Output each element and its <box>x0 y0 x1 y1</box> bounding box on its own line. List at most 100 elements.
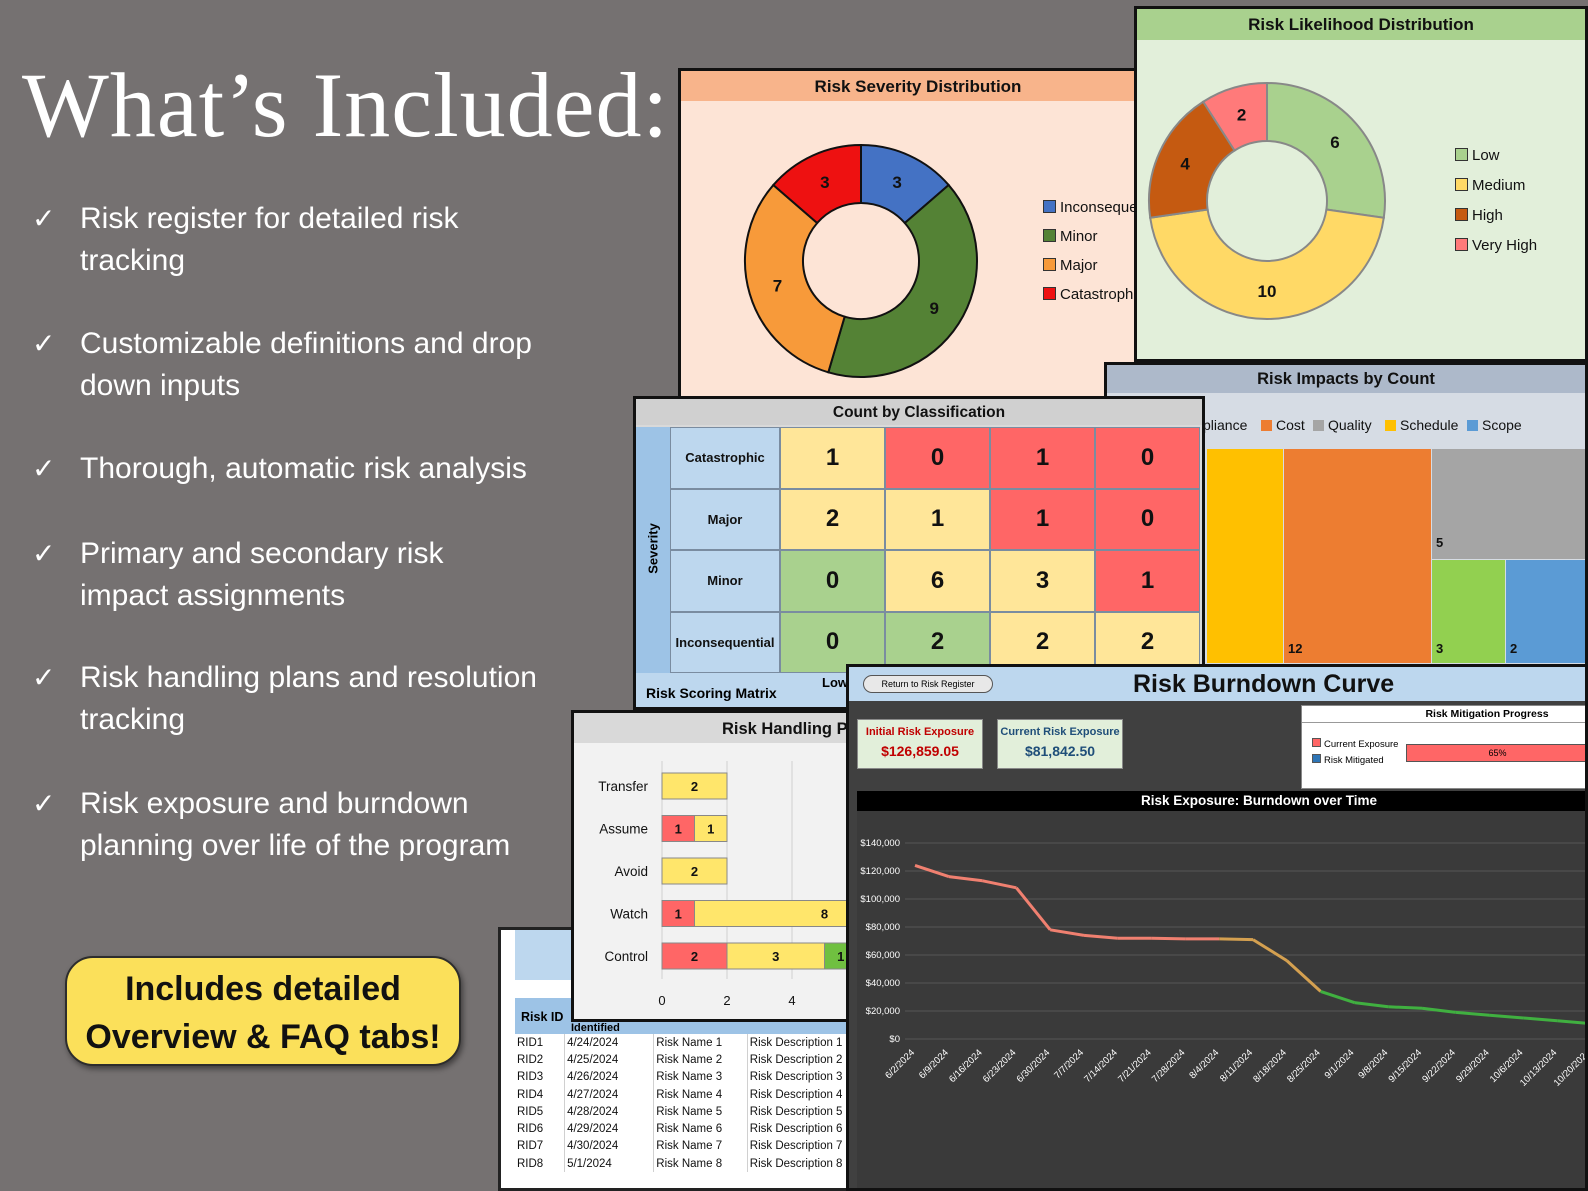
burndown-line-segment <box>1320 989 1355 1005</box>
matrix-cell: 0 <box>780 611 885 673</box>
legend-label: High <box>1472 207 1503 224</box>
burndown-line-segment <box>1252 938 1288 962</box>
legend-label: Schedule <box>1400 417 1459 433</box>
table-cell: Risk Description 1 <box>747 1034 862 1052</box>
overview-faq-callout: Includes detailed Overview & FAQ tabs! <box>65 956 461 1066</box>
handling-chart-title: Risk Handling Pl <box>574 713 858 743</box>
y-tick-label: $20,000 <box>866 1006 900 1017</box>
likelihood-slice <box>1201 81 1268 152</box>
severity-chart-title: Risk Severity Distribution <box>681 71 1155 101</box>
category-label: Avoid <box>614 864 648 879</box>
impacts-treemap: 12 5 3 2 <box>1207 449 1585 663</box>
legend-label: Inconseque <box>1060 199 1138 216</box>
table-cell: Risk Name 1 <box>653 1034 748 1052</box>
matrix-cell: 0 <box>885 427 990 489</box>
feature-text: Primary and secondary risk impact assignm… <box>80 533 600 617</box>
y-tick-label: $140,000 <box>860 838 900 849</box>
table-cell: Risk Name 4 <box>653 1085 748 1104</box>
severity-legend-item: Catastroph <box>1043 286 1133 303</box>
initial-exposure-value: $126,859.05 <box>881 743 959 759</box>
return-to-register-button[interactable]: Return to Risk Register <box>863 675 993 693</box>
matrix-cell: 1 <box>1095 550 1200 612</box>
legend-current-exposure: Current Exposure <box>1312 738 1398 750</box>
matrix-cell: 2 <box>990 611 1095 673</box>
handling-bar <box>726 942 825 970</box>
burndown-line-segment <box>948 875 983 883</box>
current-exposure-value: $81,842.50 <box>1024 743 1096 759</box>
table-cell: 4/24/2024 <box>564 1034 655 1052</box>
matrix-cell: 1 <box>780 427 885 489</box>
matrix-row-label: Major <box>670 488 780 550</box>
impacts-legend-item: Scope <box>1467 417 1522 433</box>
current-exposure-label: Current Risk Exposure <box>1000 726 1120 738</box>
category-label: Control <box>604 949 648 964</box>
legend-swatch <box>1385 420 1396 431</box>
likelihood-legend-item: High <box>1455 207 1503 224</box>
impact-value-label: 2 <box>1510 641 1517 656</box>
table-cell: Risk Description 7 <box>747 1137 862 1156</box>
impact-value-label: 12 <box>1288 641 1302 656</box>
y-tick-label: $80,000 <box>866 922 900 933</box>
likelihood-legend-item: Very High <box>1455 237 1537 254</box>
legend-swatch <box>1455 208 1468 221</box>
table-cell: RID2 <box>515 1051 566 1069</box>
table-cell: 4/29/2024 <box>564 1120 655 1138</box>
check-icon: ✓ <box>32 787 56 820</box>
likelihood-legend-item: Low <box>1455 147 1500 164</box>
register-head-id: Risk ID <box>521 1010 564 1024</box>
handling-bar <box>694 900 858 927</box>
burndown-line-segment <box>1049 928 1085 937</box>
impacts-chart-title: Risk Impacts by Count <box>1107 365 1585 393</box>
risk-burndown-sheet: Return to Risk Register Risk Burndown Cu… <box>846 664 1588 1191</box>
legend-swatch <box>1043 258 1056 271</box>
legend-swatch <box>1043 200 1056 213</box>
table-cell: RID6 <box>515 1120 566 1138</box>
handling-bar <box>661 815 695 842</box>
impacts-legend-item: Schedule <box>1385 417 1458 433</box>
impact-value-label: 5 <box>1436 535 1443 550</box>
check-icon: ✓ <box>32 202 56 235</box>
risk-likelihood-chart: Risk Likelihood Distribution 6 10 4 2 Low Me… <box>1134 6 1588 362</box>
burndown-line-segment <box>1354 1001 1389 1009</box>
handling-bar <box>661 857 728 885</box>
mitigation-progress-card: Risk Mitigation Progress Current Exposur… <box>1301 705 1585 789</box>
handling-bar-label: 3 <box>772 949 779 964</box>
severity-slice-label: 3 <box>892 173 901 192</box>
table-cell: 4/25/2024 <box>564 1051 655 1069</box>
table-cell: Risk Name 6 <box>653 1120 748 1138</box>
burndown-line-segment <box>1523 1016 1558 1023</box>
legend-label: Very High <box>1472 237 1538 254</box>
check-icon: ✓ <box>32 452 56 485</box>
check-icon: ✓ <box>32 661 56 694</box>
likelihood-slice-label: 2 <box>1237 106 1246 125</box>
severity-legend-item: Major <box>1043 257 1098 274</box>
table-cell: Risk Description 8 <box>747 1155 862 1173</box>
matrix-cell: 3 <box>990 550 1095 612</box>
severity-donut: 3 9 7 3 <box>744 143 978 378</box>
burndown-line-segment <box>1557 1019 1585 1025</box>
table-cell: Risk Description 6 <box>747 1120 862 1138</box>
severity-legend-item: Inconseque <box>1043 199 1138 216</box>
handling-bar-label: 2 <box>691 949 698 964</box>
matrix-cell: 6 <box>885 550 990 612</box>
legend-swatch <box>1455 148 1468 161</box>
burndown-line-segment <box>914 863 950 879</box>
table-cell: Risk Name 2 <box>653 1051 748 1069</box>
callout-line-1: Includes detailed <box>125 970 401 1008</box>
legend-swatch <box>1043 287 1056 300</box>
register-head-identified: Identified <box>571 1022 620 1034</box>
table-cell: RID4 <box>515 1085 566 1104</box>
feature-line-1: Thorough, automatic risk analysis <box>80 452 527 485</box>
handling-bar-chart: 0 2 4 Transfer 2 Assume 1 1 Avoid 2 Watch 1 8 Control… <box>598 761 858 1008</box>
severity-slice-label: 3 <box>820 173 829 192</box>
feature-line-2: planning over life of the program <box>80 829 511 862</box>
burndown-line-segment <box>1285 959 1322 993</box>
feature-line-1: Risk exposure and burndown <box>80 787 469 820</box>
callout-line-2: Overview & FAQ tabs! <box>85 1018 441 1056</box>
feature-line-2: tracking <box>80 703 186 736</box>
matrix-title: Count by Classification <box>636 399 1202 425</box>
legend-label: Low <box>1472 147 1500 164</box>
feature-line-1: Risk register for detailed risk <box>80 202 459 235</box>
handling-bar-label: 1 <box>707 822 714 837</box>
matrix-cell: 1 <box>885 488 990 550</box>
